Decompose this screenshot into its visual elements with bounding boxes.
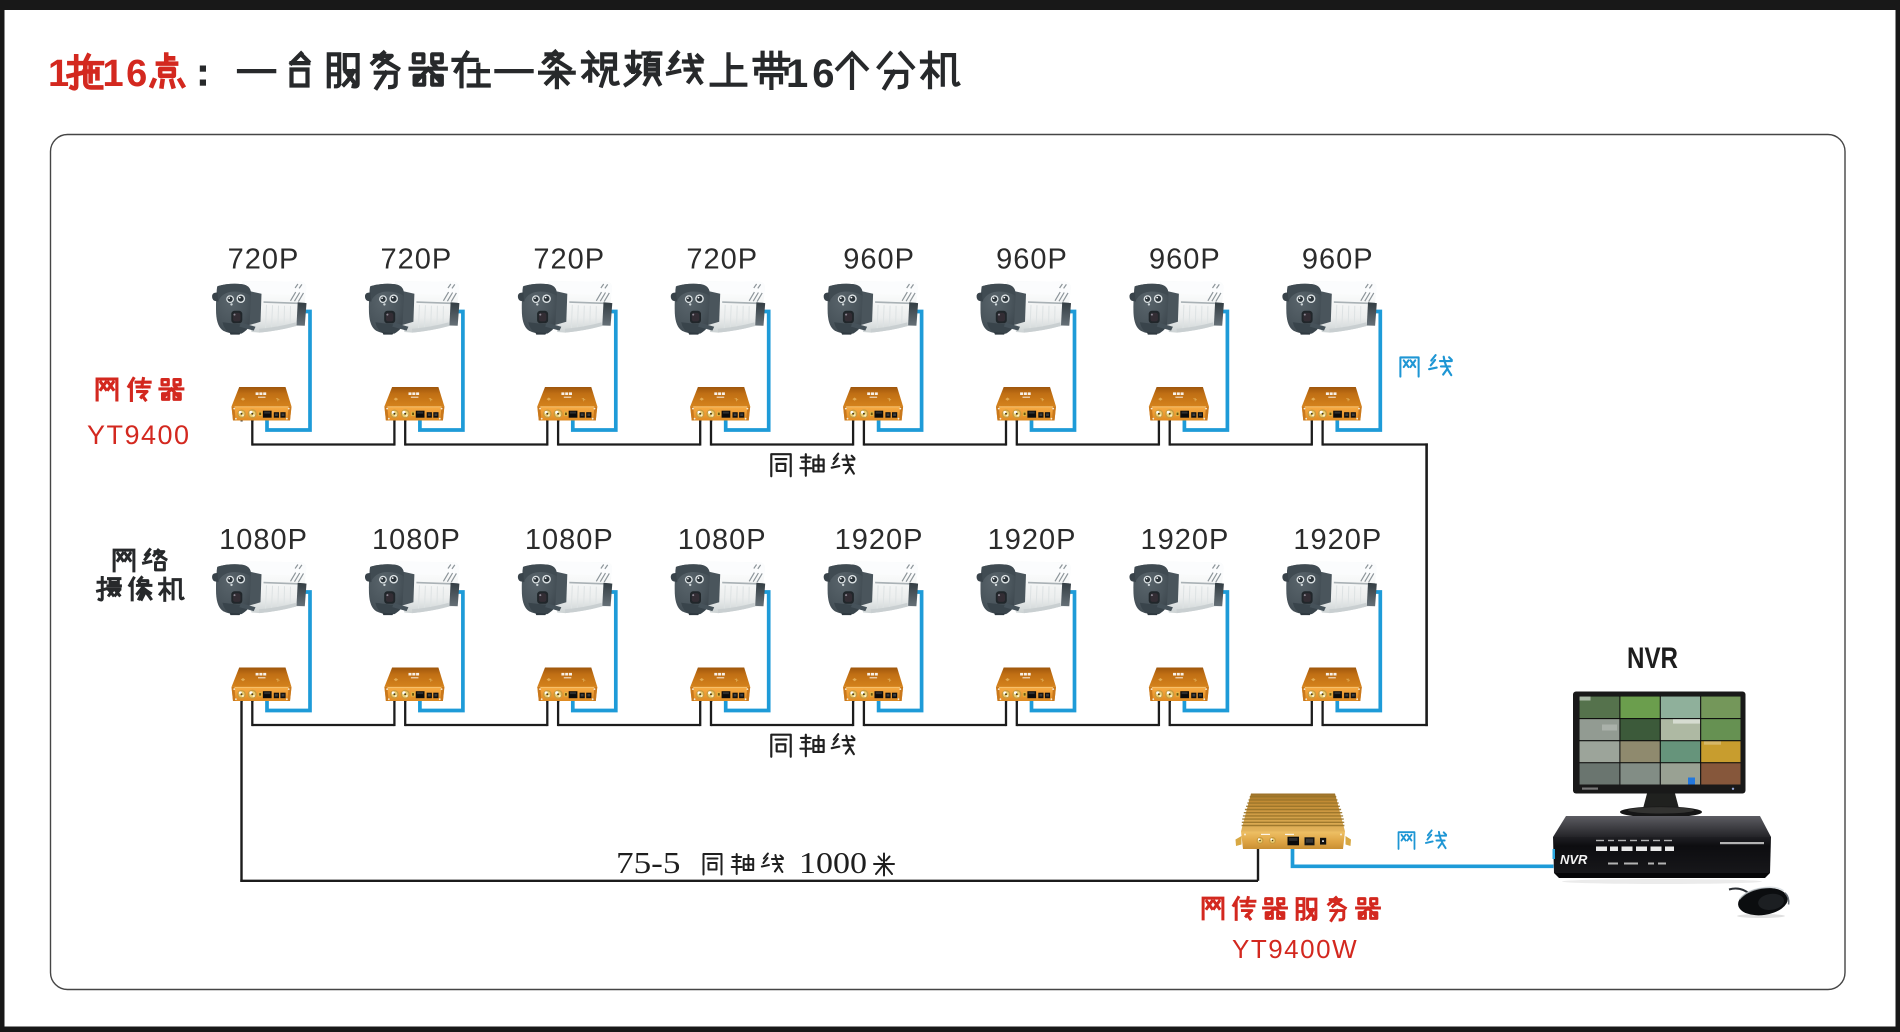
svg-text:960P: 960P	[996, 244, 1068, 276]
svg-text:720P: 720P	[228, 244, 300, 276]
svg-text:1080P: 1080P	[525, 524, 614, 556]
svg-text:1920P: 1920P	[1140, 524, 1229, 556]
svg-text:1000: 1000	[799, 845, 867, 880]
svg-text:1: 1	[48, 53, 69, 95]
svg-text:1920P: 1920P	[835, 524, 924, 556]
svg-text:960P: 960P	[843, 244, 915, 276]
svg-text:75-5: 75-5	[616, 845, 681, 880]
svg-text:720P: 720P	[533, 244, 605, 276]
svg-text:YT9400W: YT9400W	[1232, 934, 1358, 964]
svg-text:1080P: 1080P	[678, 524, 767, 556]
svg-text:1080P: 1080P	[219, 524, 308, 556]
svg-text:960P: 960P	[1302, 244, 1374, 276]
svg-text:720P: 720P	[686, 244, 758, 276]
svg-text:1080P: 1080P	[372, 524, 461, 556]
svg-text:16: 16	[786, 52, 839, 96]
svg-text:NVR: NVR	[1627, 642, 1678, 675]
svg-text:16: 16	[103, 53, 150, 95]
svg-text:960P: 960P	[1149, 244, 1221, 276]
svg-text:1920P: 1920P	[988, 524, 1077, 556]
svg-text:720P: 720P	[381, 244, 453, 276]
svg-text:YT9400: YT9400	[87, 420, 191, 450]
svg-text:1920P: 1920P	[1293, 524, 1382, 556]
